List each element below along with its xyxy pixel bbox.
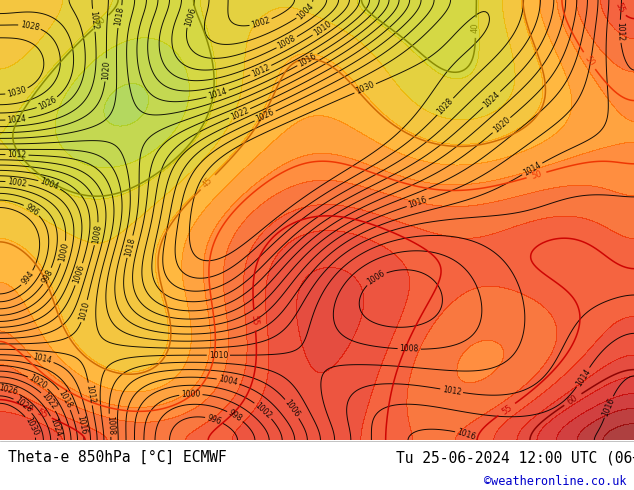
Text: 1016: 1016 xyxy=(407,196,429,210)
Text: 1016: 1016 xyxy=(456,427,477,441)
Text: 1014: 1014 xyxy=(522,160,543,177)
Text: 1016: 1016 xyxy=(297,51,318,69)
Text: 1030: 1030 xyxy=(6,85,27,99)
Text: 1008: 1008 xyxy=(105,416,115,435)
Text: 1008: 1008 xyxy=(399,344,419,354)
Text: 1020: 1020 xyxy=(28,373,49,391)
Text: 1006: 1006 xyxy=(283,398,302,419)
Text: 994: 994 xyxy=(20,270,36,287)
Text: 1030: 1030 xyxy=(23,416,40,437)
Text: 1012: 1012 xyxy=(441,385,462,397)
Text: 1024: 1024 xyxy=(48,416,62,438)
Text: 1008: 1008 xyxy=(276,34,297,51)
Text: 60: 60 xyxy=(566,393,579,406)
Text: 1030: 1030 xyxy=(354,80,376,97)
Text: 55: 55 xyxy=(613,0,626,14)
Text: 1016: 1016 xyxy=(75,415,89,436)
Text: 1008: 1008 xyxy=(91,223,103,244)
Text: Theta-e 850hPa [°C] ECMWF: Theta-e 850hPa [°C] ECMWF xyxy=(8,450,226,465)
Text: 1000: 1000 xyxy=(57,242,70,263)
Text: 998: 998 xyxy=(227,408,244,424)
Text: 40: 40 xyxy=(94,15,108,29)
Text: 1012: 1012 xyxy=(250,62,271,78)
Text: 1004: 1004 xyxy=(295,1,316,21)
Text: 996: 996 xyxy=(206,413,223,426)
Text: 1014: 1014 xyxy=(32,353,53,366)
Text: 45: 45 xyxy=(201,175,215,189)
Text: 50: 50 xyxy=(583,54,596,68)
Text: 1012: 1012 xyxy=(616,22,625,41)
Text: 1002: 1002 xyxy=(253,401,273,420)
Text: 1024: 1024 xyxy=(482,90,502,109)
Text: 1026: 1026 xyxy=(254,108,276,124)
Text: 1018: 1018 xyxy=(123,236,137,257)
Text: 1004: 1004 xyxy=(39,176,60,192)
Text: 1006: 1006 xyxy=(366,269,387,287)
Text: 1012: 1012 xyxy=(8,150,27,160)
Text: 55: 55 xyxy=(36,408,49,420)
Text: 1006: 1006 xyxy=(72,264,86,285)
Text: 1020: 1020 xyxy=(491,116,512,135)
Text: 1010: 1010 xyxy=(209,351,228,360)
Text: 1014: 1014 xyxy=(574,367,592,388)
Text: 1004: 1004 xyxy=(217,374,238,388)
Text: ©weatheronline.co.uk: ©weatheronline.co.uk xyxy=(484,474,626,488)
Text: Tu 25-06-2024 12:00 UTC (06+06): Tu 25-06-2024 12:00 UTC (06+06) xyxy=(396,450,634,465)
Text: 1012: 1012 xyxy=(84,384,96,404)
Text: 1010: 1010 xyxy=(312,20,333,38)
Text: 1014: 1014 xyxy=(207,87,228,101)
Text: 1000: 1000 xyxy=(181,390,200,399)
Text: 1022: 1022 xyxy=(229,105,250,122)
Text: 1016: 1016 xyxy=(601,396,616,417)
Text: 1006: 1006 xyxy=(183,6,197,27)
Text: 55: 55 xyxy=(500,403,514,416)
Text: 998: 998 xyxy=(40,268,55,285)
Text: 1024: 1024 xyxy=(7,114,27,125)
Text: 1028: 1028 xyxy=(13,396,34,415)
Text: 1022: 1022 xyxy=(39,391,58,412)
Text: 1028: 1028 xyxy=(436,97,455,117)
Text: 1002: 1002 xyxy=(7,177,27,189)
Text: 1018: 1018 xyxy=(113,6,126,27)
Text: 1028: 1028 xyxy=(20,20,40,32)
Text: 55: 55 xyxy=(250,315,260,326)
Text: 1026: 1026 xyxy=(0,384,19,397)
Text: 1010: 1010 xyxy=(77,301,91,321)
Text: 996: 996 xyxy=(23,202,41,218)
Text: 50: 50 xyxy=(530,169,543,181)
Text: 1018: 1018 xyxy=(56,389,74,410)
Text: 1026: 1026 xyxy=(37,95,58,112)
Text: 1002: 1002 xyxy=(250,16,271,30)
Text: 40: 40 xyxy=(471,22,481,33)
Text: 1020: 1020 xyxy=(101,60,111,80)
Text: 1022: 1022 xyxy=(88,10,100,30)
